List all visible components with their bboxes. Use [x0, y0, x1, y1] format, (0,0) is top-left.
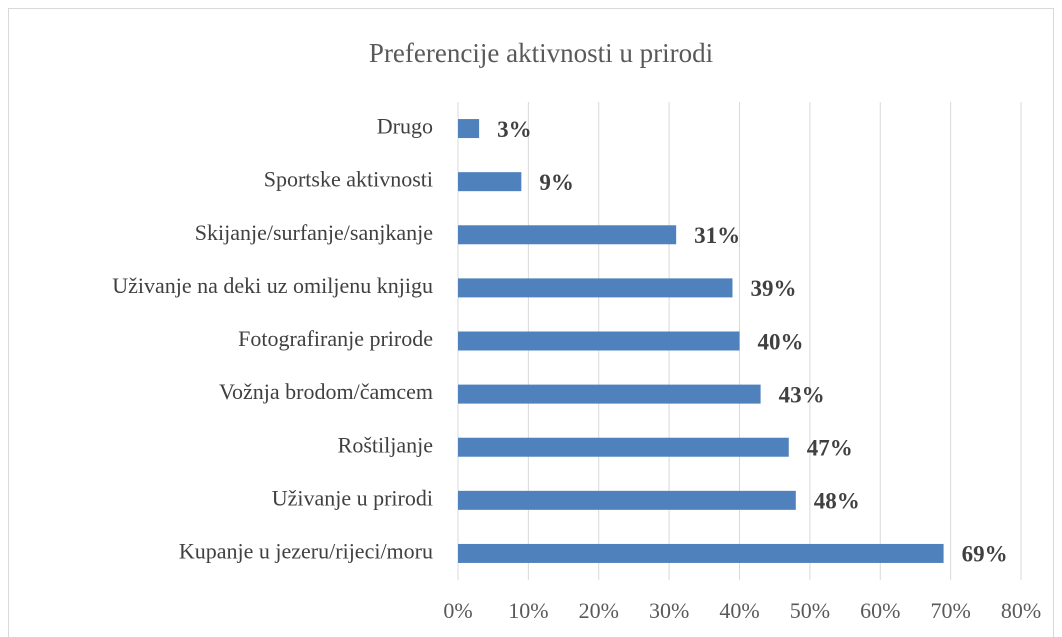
bar — [458, 225, 677, 245]
y-tick-label: Sportske aktivnosti — [264, 167, 433, 192]
bar — [458, 543, 944, 563]
bar — [458, 490, 796, 510]
x-tick-label: 0% — [443, 598, 472, 623]
data-label: 40% — [758, 329, 804, 354]
x-tick-label: 10% — [508, 598, 548, 623]
x-tick-label: 70% — [930, 598, 970, 623]
x-tick-label: 50% — [790, 598, 830, 623]
data-label: 48% — [814, 489, 860, 514]
x-tick-label: 60% — [860, 598, 900, 623]
data-label: 43% — [779, 382, 825, 407]
y-tick-label: Fotografiranje prirode — [238, 326, 433, 351]
y-tick-label: Kupanje u jezeru/rijeci/moru — [179, 538, 433, 563]
bar — [458, 331, 740, 351]
y-tick-label: Uživanje u prirodi — [272, 485, 433, 510]
y-tick-label: Uživanje na deki uz omiljenu knjigu — [112, 273, 433, 298]
bar — [458, 437, 789, 457]
data-label: 3% — [497, 117, 532, 142]
bar — [458, 278, 733, 298]
y-tick-label: Roštiljanje — [338, 432, 433, 457]
x-tick-label: 40% — [719, 598, 759, 623]
data-label: 39% — [750, 276, 796, 301]
bar — [458, 384, 761, 404]
chart-title: Preferencije aktivnosti u prirodi — [369, 38, 713, 68]
data-label: 69% — [962, 542, 1008, 567]
x-tick-label: 80% — [1001, 598, 1041, 623]
y-tick-label: Vožnja brodom/čamcem — [219, 379, 433, 404]
x-tick-label: 20% — [579, 598, 619, 623]
bar — [458, 119, 480, 139]
data-label: 31% — [694, 223, 740, 248]
bar — [458, 172, 522, 192]
y-tick-label: Skijanje/surfanje/sanjkanje — [195, 220, 433, 245]
data-label: 9% — [539, 170, 574, 195]
y-tick-label: Drugo — [377, 114, 433, 139]
chart-frame — [8, 8, 1054, 637]
data-label: 47% — [807, 436, 853, 461]
x-tick-label: 30% — [649, 598, 689, 623]
